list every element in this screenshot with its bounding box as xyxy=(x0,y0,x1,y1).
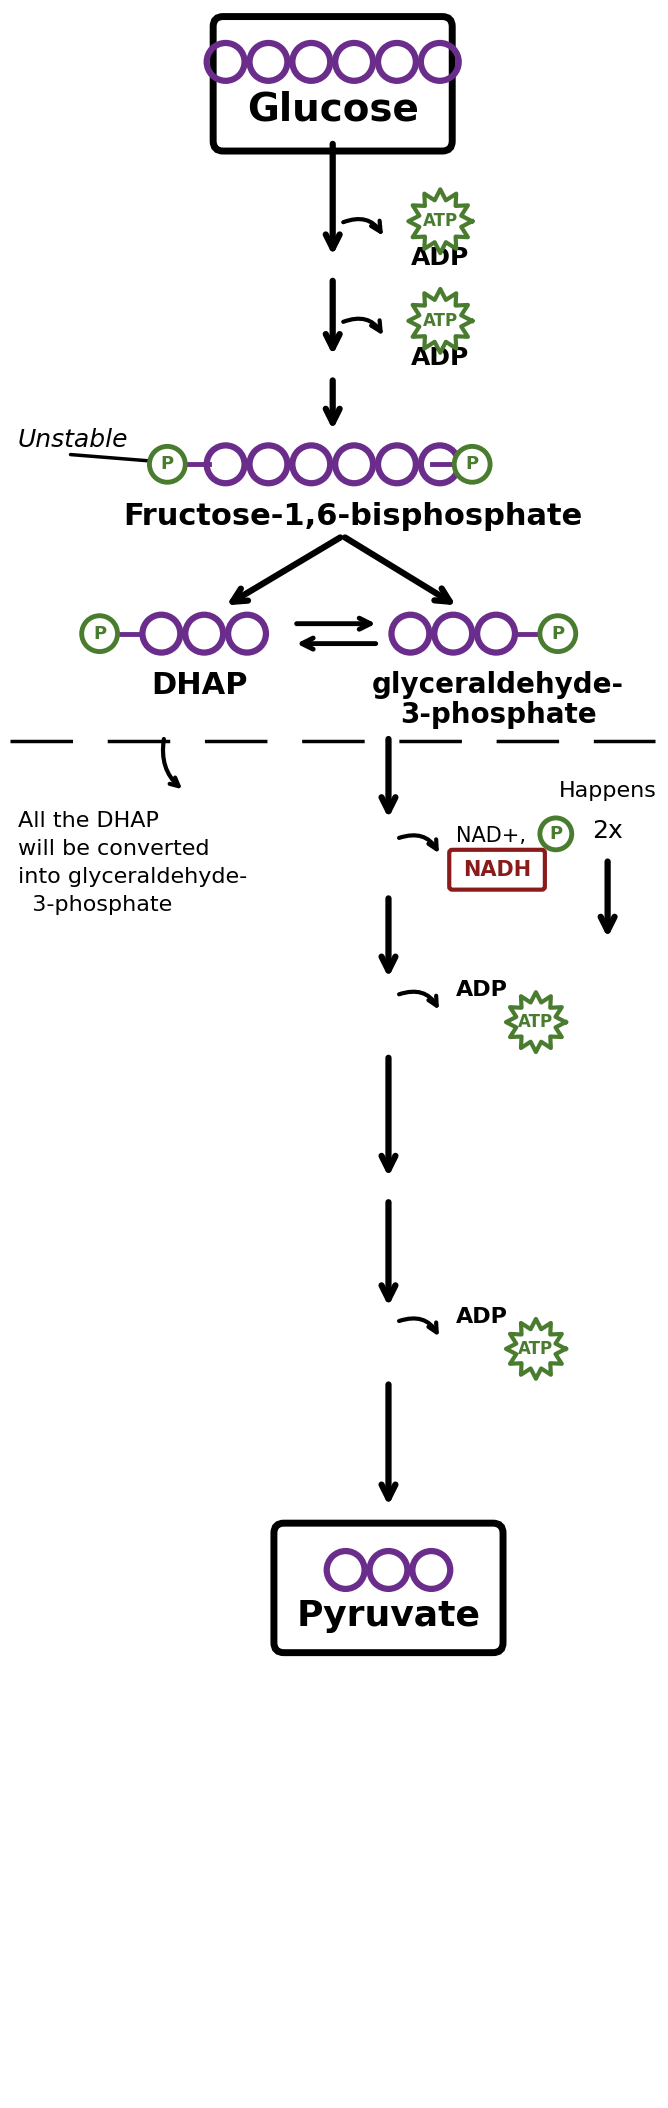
Text: ADP: ADP xyxy=(411,247,470,270)
Text: ATP: ATP xyxy=(518,1014,554,1031)
Text: All the DHAP
will be converted
into glyceraldehyde-
  3-phosphate: All the DHAP will be converted into glyc… xyxy=(18,812,247,915)
Text: P: P xyxy=(93,624,106,643)
Text: NAD+,: NAD+, xyxy=(456,826,526,845)
Text: ATP: ATP xyxy=(423,312,458,329)
Text: P: P xyxy=(161,455,174,474)
Text: P: P xyxy=(551,624,564,643)
FancyBboxPatch shape xyxy=(213,17,452,152)
Text: NADH: NADH xyxy=(463,860,531,879)
Text: ADP: ADP xyxy=(456,980,508,1001)
FancyBboxPatch shape xyxy=(450,850,545,890)
Text: DHAP: DHAP xyxy=(151,670,247,700)
Text: ADP: ADP xyxy=(456,1307,508,1326)
Text: Pyruvate: Pyruvate xyxy=(297,1598,480,1634)
Circle shape xyxy=(540,616,576,651)
Text: P: P xyxy=(549,824,562,843)
Text: P: P xyxy=(466,455,479,474)
Text: Happens: Happens xyxy=(558,782,657,801)
Polygon shape xyxy=(408,289,472,352)
Polygon shape xyxy=(506,993,566,1052)
Text: 2x: 2x xyxy=(593,818,623,843)
Circle shape xyxy=(150,447,185,483)
Text: ADP: ADP xyxy=(411,346,470,369)
Text: Unstable: Unstable xyxy=(18,428,128,453)
Text: ATP: ATP xyxy=(423,213,458,230)
Text: Fructose-1,6-bisphosphate: Fructose-1,6-bisphosphate xyxy=(123,502,582,531)
Text: Glucose: Glucose xyxy=(246,91,419,129)
Polygon shape xyxy=(408,190,472,253)
Text: ATP: ATP xyxy=(518,1341,554,1358)
Polygon shape xyxy=(506,1320,566,1379)
Circle shape xyxy=(540,818,572,850)
Circle shape xyxy=(81,616,118,651)
Text: glyceraldehyde-: glyceraldehyde- xyxy=(372,672,624,700)
Circle shape xyxy=(454,447,490,483)
FancyBboxPatch shape xyxy=(274,1524,503,1653)
Text: 3-phosphate: 3-phosphate xyxy=(399,702,597,729)
